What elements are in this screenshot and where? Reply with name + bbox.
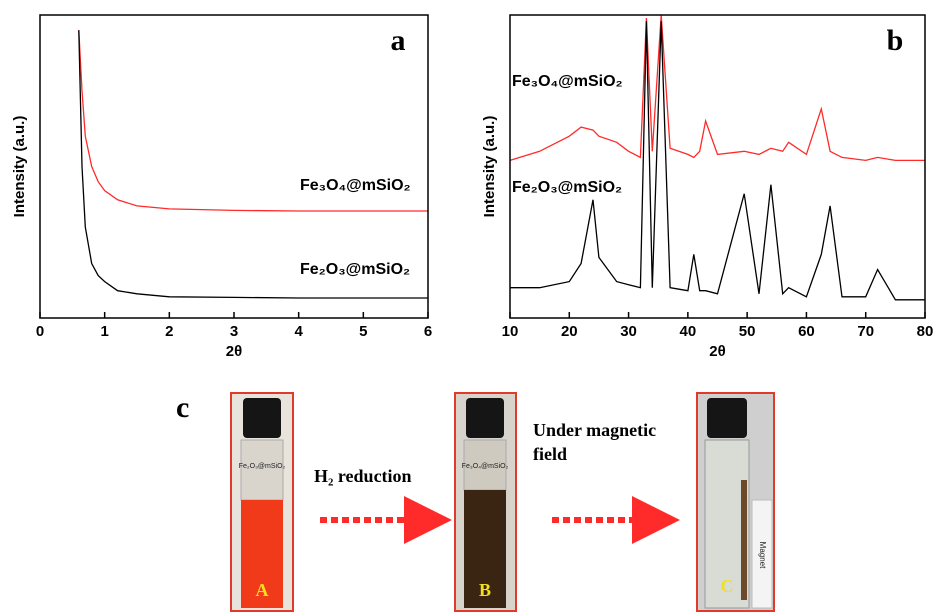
series-line (509, 14, 925, 162)
x-axis-title: 2θ (226, 343, 242, 360)
x-tick-label: 40 (680, 323, 697, 340)
panel-label: a (391, 24, 406, 57)
x-tick-label: 80 (917, 323, 934, 340)
x-tick-label: 10 (502, 323, 519, 340)
x-tick-label: 60 (798, 323, 815, 340)
vial-letter: A (256, 580, 269, 600)
x-tick-label: 50 (739, 323, 756, 340)
y-axis-title: Intensity (a.u.) (481, 116, 498, 218)
x-tick-label: 4 (294, 323, 303, 340)
series-line (78, 30, 428, 212)
vial-tag: Fe₃O₄@mSiO₂ (462, 463, 509, 470)
plot-frame (509, 14, 926, 319)
x-tick-label: 30 (620, 323, 637, 340)
series-label: Fe₃O₄@mSiO₂ (300, 177, 411, 194)
vial-tag: Magnet (758, 542, 767, 569)
panel-label: b (887, 24, 904, 57)
x-tick-label: 2 (165, 323, 173, 340)
x-tick-label: 3 (230, 323, 238, 340)
x-tick-label: 0 (36, 323, 44, 340)
x-tick-label: 70 (857, 323, 874, 340)
x-axis-title: 2θ (709, 343, 725, 360)
photo-c (696, 392, 775, 612)
step-label: Under magnetic (533, 420, 656, 440)
vial-tag: Fe₂O₃@mSiO₂ (239, 463, 286, 470)
panel-label: c (176, 391, 189, 424)
series-label: Fe₂O₃@mSiO₂ (512, 179, 622, 196)
step-label: H₂ reduction (314, 466, 412, 486)
x-tick-label: 5 (359, 323, 367, 340)
series-line (78, 30, 428, 299)
series-label: Fe₂O₃@mSiO₂ (300, 261, 410, 278)
y-axis-title: Intensity (a.u.) (11, 116, 28, 218)
series-line (510, 21, 925, 301)
photo-b (454, 392, 517, 612)
step-label: field (533, 444, 567, 464)
vial-letter: B (479, 580, 491, 600)
series-label: Fe₃O₄@mSiO₂ (512, 73, 623, 90)
x-tick-label: 1 (100, 323, 108, 340)
vial-letter: C (721, 576, 734, 596)
x-tick-label: 6 (424, 323, 432, 340)
photo-a (230, 392, 294, 612)
x-tick-label: 20 (561, 323, 578, 340)
